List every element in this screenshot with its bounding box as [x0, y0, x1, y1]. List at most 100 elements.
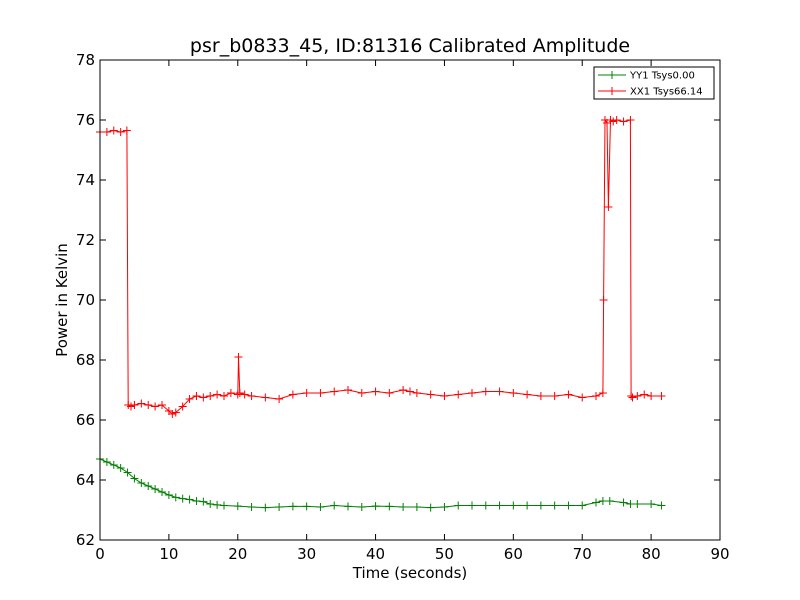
series-1-point [412, 389, 421, 397]
series-0-point [481, 501, 490, 510]
series-1-point [234, 353, 243, 361]
series-0-point [192, 497, 201, 505]
plot-frame [99, 59, 721, 541]
y-tick-label: 76 [76, 111, 95, 129]
y-tick-label: 78 [76, 51, 95, 69]
series-0-point [220, 501, 228, 510]
series-1-point [385, 389, 394, 397]
series-0-point [598, 497, 607, 505]
series-0-point [385, 502, 394, 511]
series-1-point [151, 402, 160, 411]
series-1-point [550, 392, 559, 400]
series-1-point [178, 402, 187, 411]
series-0-point [199, 497, 208, 506]
series-1-point [226, 389, 235, 397]
series-1-point [399, 386, 408, 394]
series-1-point [220, 392, 228, 400]
series-0-point [144, 482, 153, 490]
series-0-point [151, 485, 160, 493]
series-1 [96, 116, 666, 418]
legend-box [593, 66, 715, 100]
y-tick-label: 62 [76, 531, 95, 549]
series-1-point [406, 387, 414, 396]
series-1-point [158, 401, 166, 409]
series-1-point [261, 393, 270, 402]
y-tick-label: 64 [76, 471, 95, 489]
series-1-point [647, 392, 656, 400]
series-0-point [605, 497, 614, 505]
series-0-point [509, 501, 518, 510]
series-1-point [523, 390, 532, 399]
series-0-point [137, 479, 146, 487]
series-1-point [598, 389, 607, 397]
series-1-line [100, 118, 662, 415]
series-1-point [316, 389, 325, 397]
x-tick-label: 50 [435, 545, 454, 563]
x-axis-label: Time (seconds) [352, 564, 468, 582]
y-tick-label: 72 [76, 231, 95, 249]
series-1-point [116, 128, 125, 136]
series-1-point [657, 392, 666, 400]
series-0-point [647, 500, 656, 508]
series-1-point [357, 389, 366, 397]
y-axis-label: Power in Kelvin [53, 243, 71, 357]
series-1-point [426, 390, 435, 399]
series-1-point [122, 126, 131, 135]
series-0-point [633, 500, 642, 508]
series-0-point [564, 501, 573, 510]
series-1-point [454, 390, 463, 399]
series-0-point [399, 503, 408, 511]
series-0-point [626, 500, 635, 508]
series-1-point [371, 387, 380, 396]
series-1-point [509, 389, 518, 397]
series-0-point [302, 502, 311, 511]
series-1-point [206, 392, 215, 400]
legend-entry-label: YY1 Tsys0.00 [629, 71, 695, 82]
x-tick-label: 40 [366, 545, 385, 563]
series-0 [96, 455, 666, 512]
series-0-point [116, 464, 125, 472]
series-1-point [619, 117, 628, 126]
series-0-point [261, 503, 270, 512]
x-tick-label: 10 [159, 545, 178, 563]
series-0-point [247, 503, 256, 511]
series-0-point [316, 503, 325, 511]
series-1-point [185, 395, 194, 403]
series-1-point [628, 393, 637, 402]
series-0-point [454, 501, 463, 510]
series-0-point [109, 461, 118, 469]
plot-series [96, 116, 666, 512]
series-0-point [185, 495, 194, 504]
x-tick-label: 80 [642, 545, 661, 563]
series-0-point [371, 502, 380, 511]
series-1-point [102, 128, 111, 136]
series-0-point [213, 500, 222, 509]
series-1-point [612, 116, 621, 124]
y-tick-label: 66 [76, 411, 95, 429]
series-0-point [550, 501, 559, 510]
series-1-point [330, 387, 339, 396]
series-0-point [158, 488, 166, 496]
series-0-point [578, 501, 587, 510]
series-1-point [247, 392, 256, 400]
axes-ticks: 0 10 20 30 40 50 60 70 80 90 62 64 66 68 70 72 74 76 78 [76, 51, 730, 563]
series-0-point [619, 498, 628, 507]
series-1-point [130, 401, 139, 409]
series-0-point [130, 474, 139, 483]
series-1-point [536, 392, 545, 400]
series-1-point [468, 389, 476, 397]
series-0-point [275, 503, 284, 511]
series-0-point [123, 468, 132, 477]
x-tick-label: 60 [504, 545, 523, 563]
series-1-point [192, 392, 201, 400]
series-1-point [302, 389, 311, 397]
series-0-point [288, 502, 297, 511]
series-1-point [633, 392, 642, 400]
series-0-point [344, 502, 352, 511]
legend: YY1 Tsys0.00 XX1 Tsys66.14 [593, 66, 715, 100]
series-1-point [127, 402, 135, 411]
series-1-point [168, 410, 177, 418]
series-1-point [599, 296, 608, 304]
